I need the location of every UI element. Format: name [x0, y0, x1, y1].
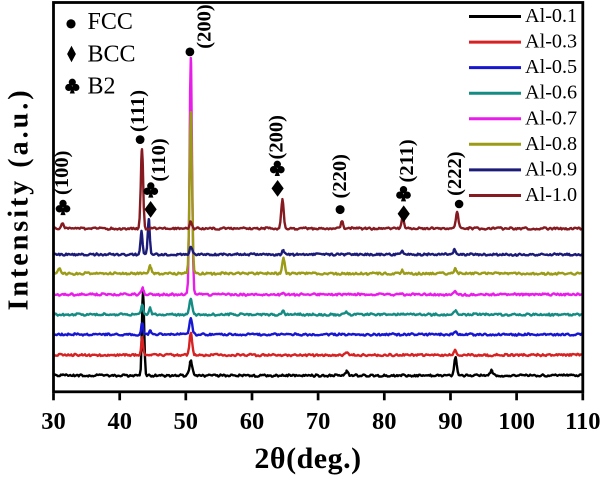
svg-text:(200): (200) [266, 115, 288, 159]
svg-text:BCC: BCC [88, 42, 136, 68]
svg-text:(111): (111) [127, 90, 149, 132]
svg-text:Al-0.8: Al-0.8 [525, 133, 577, 155]
svg-text:60: 60 [240, 408, 265, 435]
svg-text:Intensity (a.u.): Intensity (a.u.) [4, 87, 35, 310]
svg-text:Al-0.9: Al-0.9 [525, 158, 577, 180]
svg-text:90: 90 [438, 408, 463, 435]
svg-text:Al-1.0: Al-1.0 [525, 184, 577, 206]
svg-text:50: 50 [174, 408, 199, 435]
svg-text:B2: B2 [88, 74, 116, 100]
svg-text:(211): (211) [396, 139, 418, 182]
svg-text:100: 100 [498, 408, 535, 435]
svg-text:Al-0.3: Al-0.3 [525, 31, 577, 53]
svg-text:110: 110 [565, 408, 600, 435]
svg-text:Al-0.6: Al-0.6 [525, 82, 577, 104]
svg-text:80: 80 [372, 408, 397, 435]
svg-text:(110): (110) [148, 138, 170, 181]
svg-text:Al-0.7: Al-0.7 [525, 107, 577, 129]
svg-text:2θ(deg.): 2θ(deg.) [254, 442, 361, 475]
svg-text:FCC: FCC [88, 9, 133, 35]
svg-text:70: 70 [306, 408, 331, 435]
svg-text:(200): (200) [193, 4, 215, 48]
svg-text:Al-0.5: Al-0.5 [525, 56, 577, 78]
svg-text:(222): (222) [444, 151, 466, 195]
svg-text:40: 40 [107, 408, 132, 435]
svg-text:30: 30 [41, 408, 66, 435]
svg-text:(100): (100) [51, 151, 73, 195]
svg-text:Al-0.1: Al-0.1 [525, 5, 577, 27]
svg-text:(220): (220) [329, 154, 351, 198]
